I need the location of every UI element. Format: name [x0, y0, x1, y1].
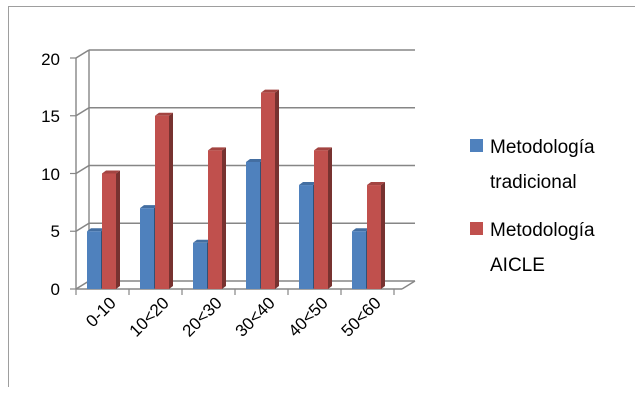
legend-label: Metodología	[490, 220, 595, 241]
gridline	[75, 107, 90, 117]
bars	[87, 89, 385, 290]
gridline	[75, 222, 90, 232]
y-tick-label: 5	[51, 222, 60, 241]
x-tick-label: 50<60	[338, 293, 385, 340]
bar	[208, 147, 226, 289]
x-tick-label: 20<30	[179, 293, 226, 340]
bar	[314, 147, 332, 289]
legend-label: AICLE	[490, 255, 545, 276]
x-tick-label: 10<20	[126, 293, 173, 340]
legend-label: Metodología	[490, 137, 595, 158]
legend-swatch	[470, 139, 483, 152]
gridline	[75, 164, 90, 175]
y-tick-label: 20	[41, 50, 60, 69]
bar	[155, 112, 173, 289]
x-tick-label: 0-10	[82, 293, 119, 330]
axis-line	[401, 280, 416, 290]
y-tick-label: 0	[51, 280, 60, 299]
legend-label: tradicional	[490, 172, 577, 193]
bar	[367, 182, 385, 289]
legend-swatch	[470, 222, 483, 235]
legend: Metodología tradicional Metodología AICL…	[470, 137, 595, 276]
gridline	[75, 49, 90, 59]
x-tick-label: 30<40	[232, 293, 279, 340]
gridlines	[70, 49, 416, 295]
bar	[102, 170, 120, 289]
x-axis: 0-10 10<20 20<30 30<40 40<50 50<60	[82, 293, 384, 340]
bar	[261, 89, 279, 290]
y-tick-label: 15	[41, 107, 60, 126]
chart-area	[8, 6, 635, 387]
x-tick-label: 40<50	[285, 293, 332, 340]
y-axis: 0 5 10 15 20	[41, 50, 60, 299]
gridline	[75, 280, 90, 290]
y-tick-label: 10	[41, 165, 60, 184]
